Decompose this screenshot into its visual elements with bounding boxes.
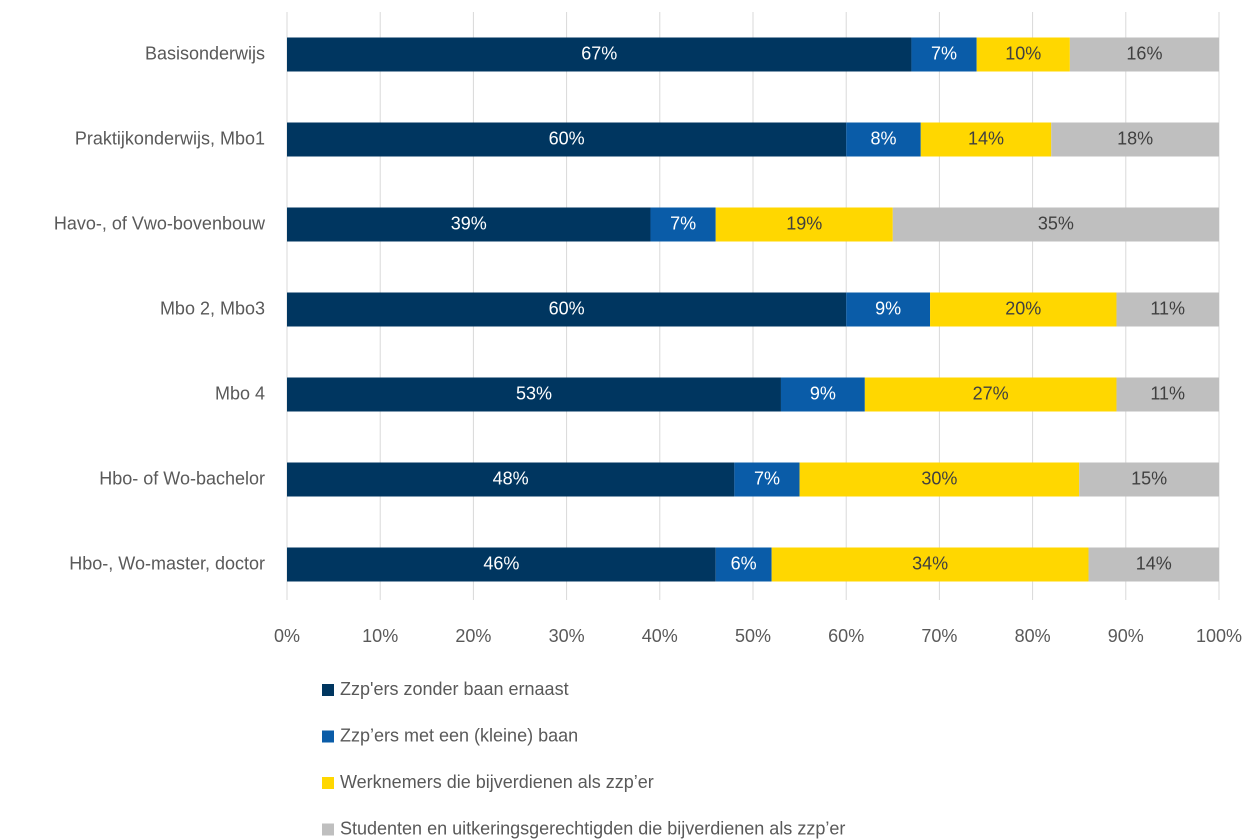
x-tick-label: 100%	[1196, 626, 1242, 646]
data-label: 60%	[549, 128, 585, 148]
legend-swatch	[322, 777, 334, 789]
bar-segment	[976, 37, 1070, 72]
x-tick-label: 60%	[828, 626, 864, 646]
data-label: 10%	[1005, 43, 1041, 63]
data-label: 27%	[973, 383, 1009, 403]
bar-segment	[287, 122, 847, 157]
data-label: 19%	[786, 213, 822, 233]
data-label: 20%	[1005, 298, 1041, 318]
x-tick-label: 30%	[549, 626, 585, 646]
data-label: 14%	[1136, 553, 1172, 573]
x-tick-label: 10%	[362, 626, 398, 646]
bar-segment	[287, 462, 735, 497]
bar-segment	[1116, 377, 1219, 412]
x-tick-label: 70%	[921, 626, 957, 646]
legend-swatch	[322, 684, 334, 696]
x-tick-label: 20%	[455, 626, 491, 646]
y-tick-label: Hbo-, Wo-master, doctor	[69, 553, 265, 573]
legend-label: Studenten en uitkeringsgerechtigden die …	[340, 818, 845, 838]
bar-segment	[1116, 292, 1219, 327]
data-label: 16%	[1126, 43, 1162, 63]
data-label: 46%	[483, 553, 519, 573]
data-label: 7%	[670, 213, 696, 233]
bar-segment	[715, 207, 893, 242]
bar-segment	[846, 122, 921, 157]
data-label: 34%	[912, 553, 948, 573]
legend-label: Zzp’ers met een (kleine) baan	[340, 725, 578, 745]
bar-segment	[650, 207, 716, 242]
bar-segment	[799, 462, 1080, 497]
bar-segment	[1088, 547, 1219, 582]
bar-segment	[715, 547, 772, 582]
data-label: 39%	[451, 213, 487, 233]
data-label: 8%	[870, 128, 896, 148]
bar-segment	[287, 292, 847, 327]
data-label: 15%	[1131, 468, 1167, 488]
y-tick-label: Havo-, of Vwo-bovenbouw	[54, 213, 266, 233]
bar-segment	[930, 292, 1117, 327]
y-tick-label: Mbo 2, Mbo3	[160, 298, 265, 318]
legend-swatch	[322, 823, 334, 836]
x-tick-label: 80%	[1015, 626, 1051, 646]
y-tick-label: Basisonderwijs	[145, 43, 265, 63]
bar-segment	[1069, 37, 1219, 72]
data-label: 14%	[968, 128, 1004, 148]
data-label: 67%	[581, 43, 617, 63]
legend-swatch	[322, 730, 334, 743]
bar-segment	[1051, 122, 1219, 157]
bar-segment	[287, 37, 912, 72]
bar-segment	[734, 462, 800, 497]
x-tick-label: 0%	[274, 626, 300, 646]
bar-segment	[846, 292, 931, 327]
data-label: 7%	[754, 468, 780, 488]
data-label: 60%	[549, 298, 585, 318]
y-tick-label: Mbo 4	[215, 383, 265, 403]
bar-segment	[911, 37, 977, 72]
bar-segment	[892, 207, 1219, 242]
x-tick-label: 40%	[642, 626, 678, 646]
legend-label: Werknemers die bijverdienen als zzp’er	[340, 772, 654, 792]
bar-segment	[920, 122, 1052, 157]
data-label: 11%	[1150, 298, 1185, 318]
legend-label: Zzp'ers zonder baan ernaast	[340, 679, 569, 699]
data-label: 7%	[931, 43, 957, 63]
data-label: 30%	[921, 468, 957, 488]
y-tick-label: Praktijkonderwijs, Mbo1	[75, 128, 265, 148]
bar-segment	[771, 547, 1089, 582]
bar-segment	[287, 377, 781, 412]
bar-segment	[287, 547, 716, 582]
bar-segment	[864, 377, 1117, 412]
data-label: 53%	[516, 383, 552, 403]
x-tick-label: 90%	[1108, 626, 1144, 646]
data-label: 11%	[1150, 383, 1185, 403]
data-label: 9%	[810, 383, 836, 403]
y-tick-label: Hbo- of Wo-bachelor	[99, 468, 265, 488]
data-label: 48%	[493, 468, 529, 488]
data-label: 6%	[731, 553, 757, 573]
bar-segment	[287, 207, 651, 242]
data-label: 35%	[1038, 213, 1074, 233]
bar-segment	[780, 377, 865, 412]
x-tick-label: 50%	[735, 626, 771, 646]
bar-segment	[1079, 462, 1219, 497]
data-label: 9%	[875, 298, 901, 318]
data-label: 18%	[1117, 128, 1153, 148]
